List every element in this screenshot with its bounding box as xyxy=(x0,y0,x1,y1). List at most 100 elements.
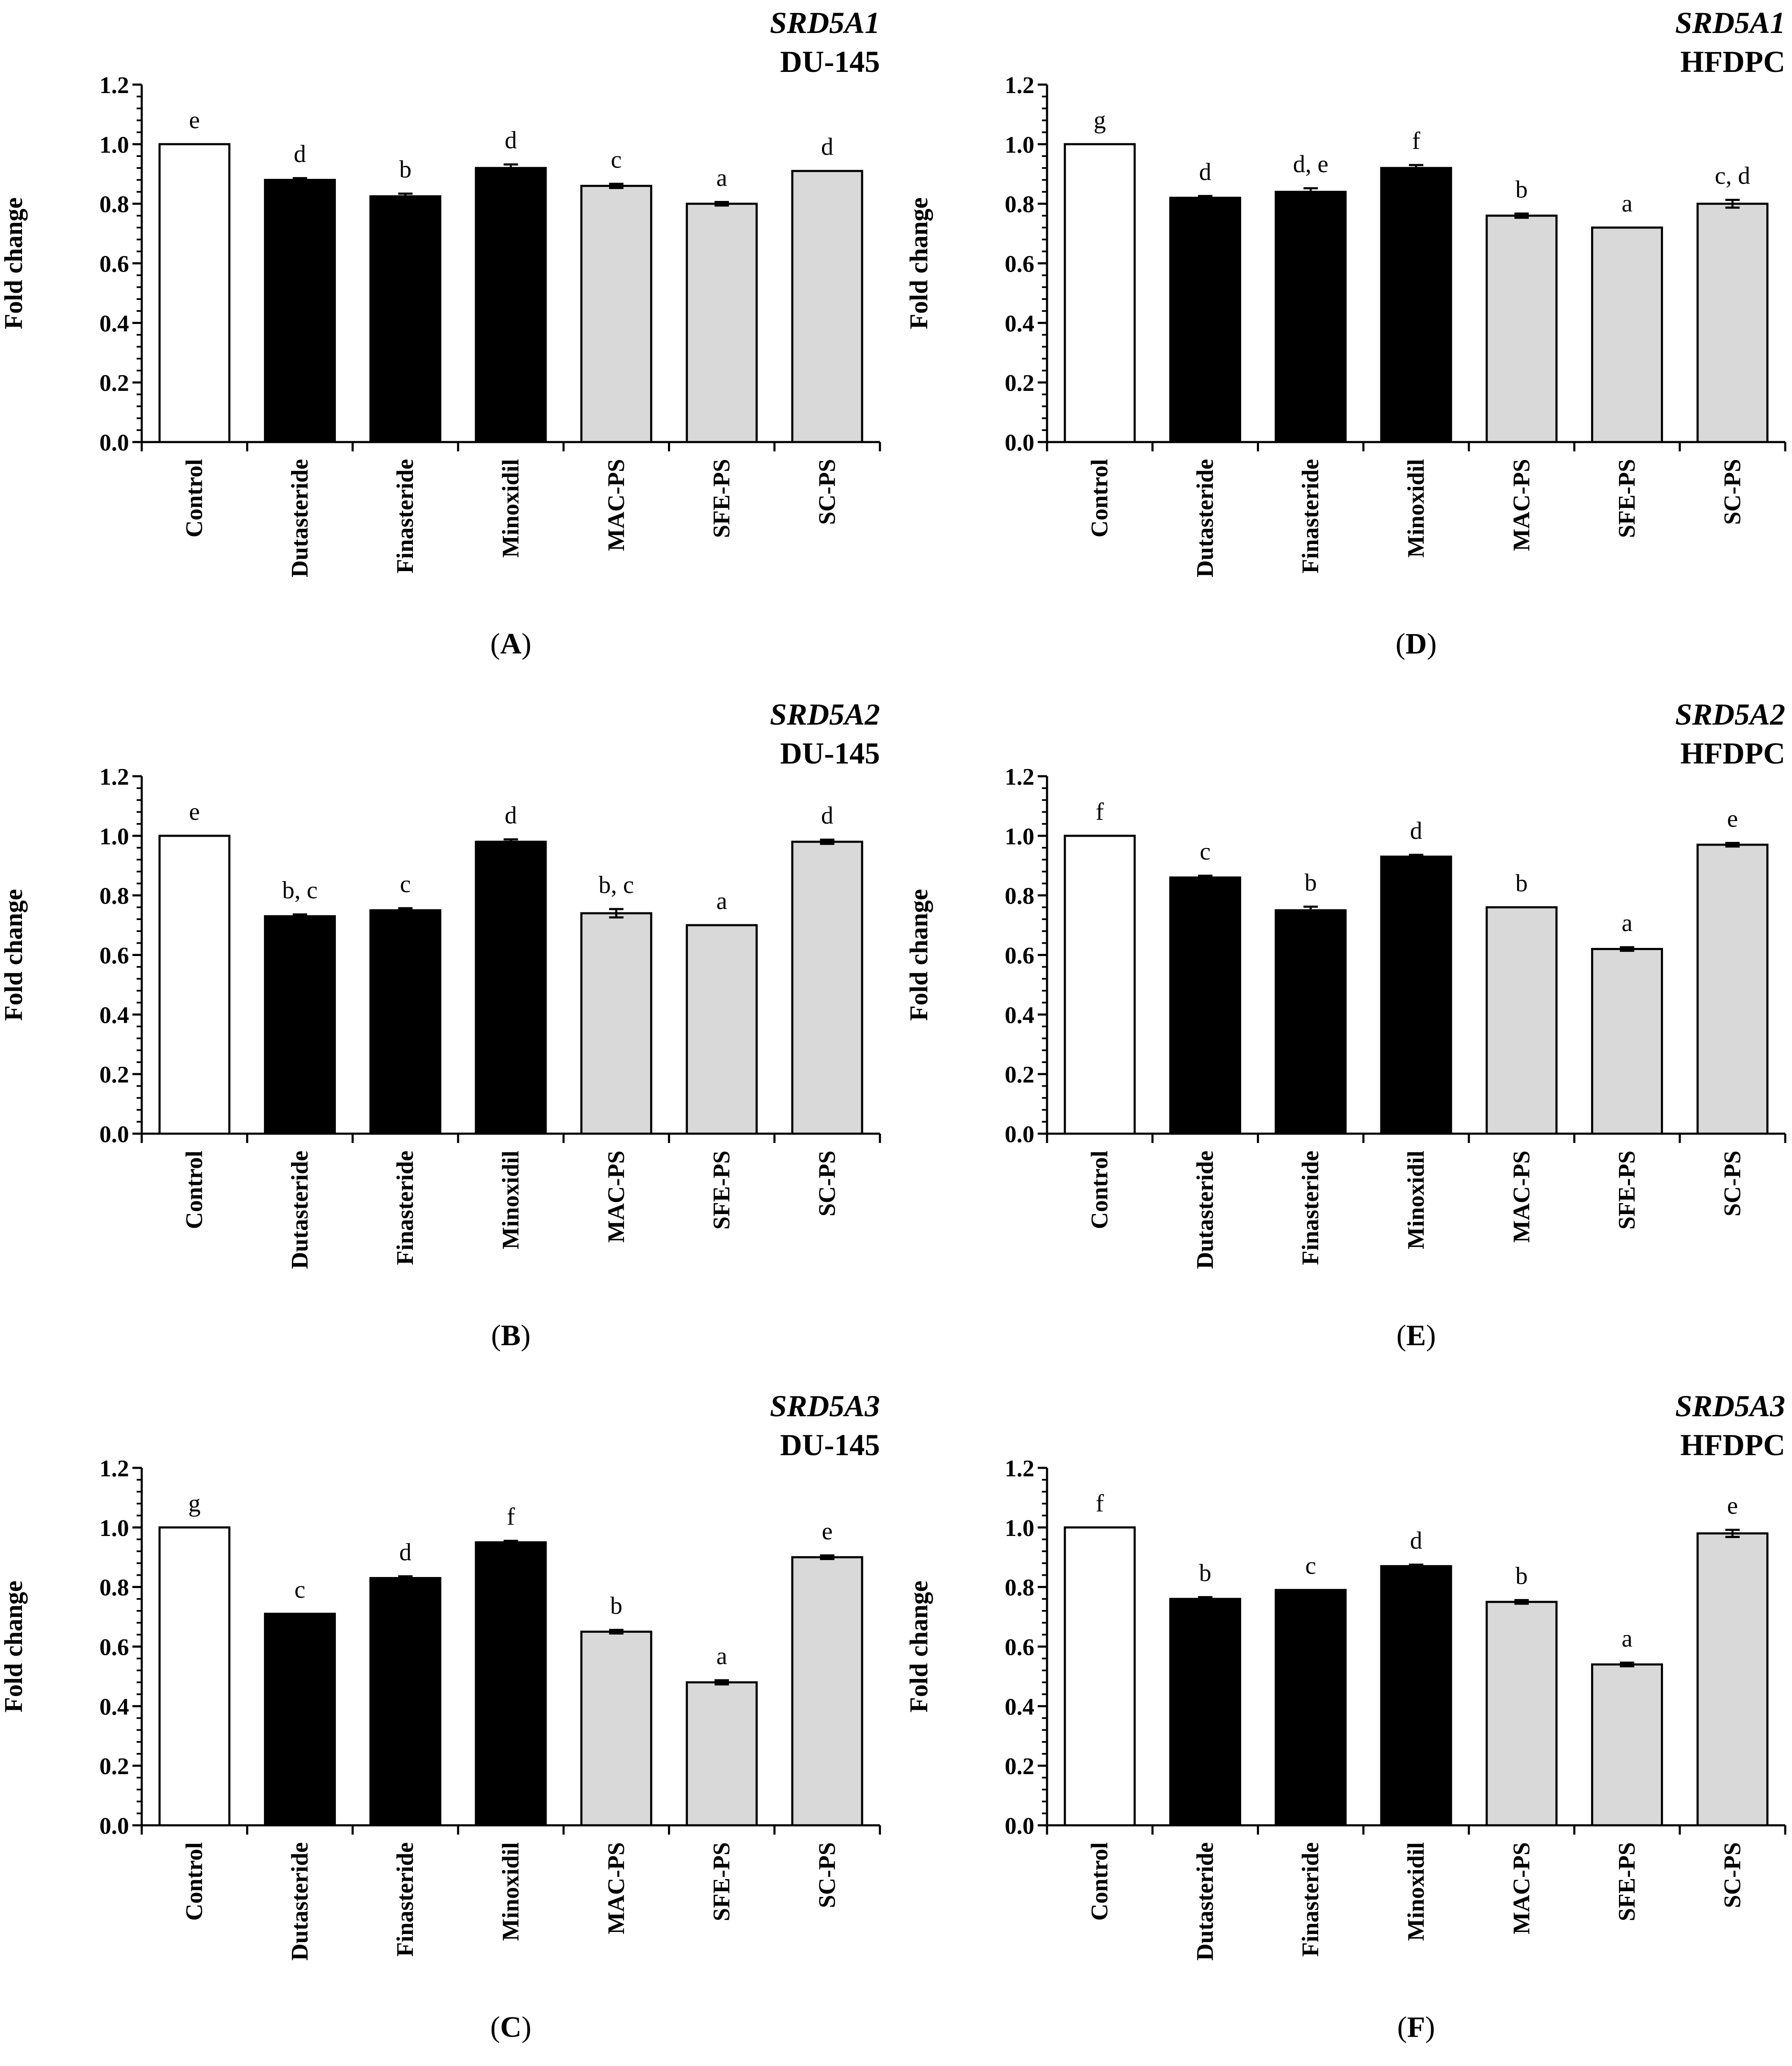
y-tick-label: 0.6 xyxy=(1005,943,1034,969)
gene-title: SRD5A2 xyxy=(1675,698,1785,731)
significance-letter: b xyxy=(399,156,412,183)
significance-letter: b xyxy=(610,1592,622,1619)
x-tick-label: Control xyxy=(1087,1151,1113,1229)
y-tick-label: 0.8 xyxy=(99,1575,129,1601)
panel-d: SRD5A1 HFDPC Fold change 0.0 0.2 0.4 0.6 0.8 1.0… xyxy=(905,6,1787,660)
panel-label: (C) xyxy=(490,2011,531,2044)
x-tick-label: Control xyxy=(1087,459,1113,538)
significance-letter: f xyxy=(507,1503,515,1530)
panel-e: SRD5A2 HFDPC Fold change 0.0 0.2 0.4 0.6 0.8 1.0… xyxy=(905,698,1787,1352)
bar-sc-ps xyxy=(1696,1532,1769,1827)
y-tick-label: 0.2 xyxy=(1005,370,1034,396)
x-tick-label: SFE-PS xyxy=(709,1842,735,1921)
y-tick-label: 0.8 xyxy=(1005,1575,1034,1601)
bar-dutasteride xyxy=(1169,1598,1241,1827)
panel-label: (B) xyxy=(491,1319,530,1352)
x-tick-label: SFE-PS xyxy=(1614,1151,1640,1230)
panel-label: (D) xyxy=(1396,628,1437,660)
bar-minoxidil xyxy=(1380,1565,1452,1827)
y-axis-label: Fold change xyxy=(905,198,933,330)
significance-letter: b xyxy=(1199,1559,1211,1587)
panel-b: SRD5A2 DU-145 Fold change 0.0 0.2 0.4 0.6 0.8 1.… xyxy=(0,698,881,1352)
significance-letter: e xyxy=(189,106,200,134)
y-axis-label: Fold change xyxy=(905,889,933,1021)
bar-sfe-ps xyxy=(1591,948,1663,1135)
x-tick-label: MAC-PS xyxy=(1509,1842,1535,1934)
x-tick-label: MAC-PS xyxy=(603,1842,629,1934)
y-tick-label: 0.0 xyxy=(99,1121,129,1148)
y-tick-label: 0.6 xyxy=(99,1635,129,1661)
cell-line-title: DU-145 xyxy=(780,736,880,770)
y-tick-label: 1.0 xyxy=(1005,132,1034,158)
x-tick-label: Control xyxy=(181,459,208,538)
bar-sfe-ps xyxy=(686,1681,758,1827)
bar-sc-ps xyxy=(791,841,863,1135)
bar-finasteride xyxy=(1275,909,1347,1135)
bar-mac-ps xyxy=(580,184,652,443)
bar-sc-ps xyxy=(1696,203,1769,443)
significance-letter: c xyxy=(294,1576,305,1603)
x-tick-label: SC-PS xyxy=(1719,1842,1745,1908)
significance-letter: d xyxy=(1410,817,1422,844)
cell-line-title: DU-145 xyxy=(780,45,880,79)
significance-letter: a xyxy=(716,887,727,915)
x-tick-label: SC-PS xyxy=(1719,1151,1745,1217)
y-tick-label: 1.0 xyxy=(1005,1515,1034,1541)
y-tick-label: 0.0 xyxy=(99,1813,129,1839)
significance-letter: c xyxy=(400,870,411,898)
significance-letter: d xyxy=(505,126,517,154)
cell-line-title: DU-145 xyxy=(780,1428,880,1462)
significance-letter: a xyxy=(716,164,727,191)
x-tick-label: MAC-PS xyxy=(1509,1151,1535,1243)
significance-letter: e xyxy=(822,1517,833,1545)
x-tick-label: Dutasteride xyxy=(287,1842,313,1961)
bar-sc-ps xyxy=(1696,843,1769,1135)
x-tick-label: Dutasteride xyxy=(287,1151,313,1269)
x-tick-label: SFE-PS xyxy=(709,1151,735,1230)
significance-letter: d xyxy=(1410,1527,1422,1554)
x-tick-label: Dutasteride xyxy=(1192,1151,1218,1269)
y-tick-label: 0.4 xyxy=(1005,1002,1034,1028)
bar-sc-ps xyxy=(791,1556,863,1827)
y-tick-label: 0.8 xyxy=(99,192,129,218)
x-tick-label: Finasteride xyxy=(392,1842,418,1957)
x-tick-label: Finasteride xyxy=(392,459,418,574)
y-tick-label: 0.8 xyxy=(99,883,129,909)
bar-sfe-ps xyxy=(686,203,758,443)
y-tick-label: 0.0 xyxy=(1005,430,1034,456)
significance-letter: b xyxy=(1305,868,1317,896)
y-tick-label: 0.4 xyxy=(99,1002,129,1028)
significance-letter: a xyxy=(716,1642,727,1670)
bar-minoxidil xyxy=(475,841,547,1135)
x-tick-label: MAC-PS xyxy=(603,459,629,551)
cell-line-title: HFDPC xyxy=(1680,1428,1785,1462)
cell-line-title: HFDPC xyxy=(1680,736,1785,770)
x-tick-label: SC-PS xyxy=(814,1842,840,1908)
significance-letter: f xyxy=(1412,127,1421,154)
significance-letter: f xyxy=(1096,1489,1104,1517)
y-tick-label: 1.2 xyxy=(99,72,129,99)
y-tick-label: 0.8 xyxy=(1005,883,1034,909)
x-tick-label: Control xyxy=(181,1151,208,1229)
x-tick-label: Minoxidil xyxy=(1403,1151,1429,1249)
significance-letter: e xyxy=(189,798,200,825)
significance-letter: d xyxy=(821,133,833,160)
y-tick-label: 1.0 xyxy=(99,1515,129,1541)
bar-control xyxy=(158,835,231,1135)
x-tick-label: SFE-PS xyxy=(1614,459,1640,538)
bar-mac-ps xyxy=(1485,1601,1558,1827)
significance-letter: b xyxy=(1515,1562,1528,1590)
y-tick-label: 1.0 xyxy=(99,824,129,850)
x-tick-label: Minoxidil xyxy=(1403,1842,1429,1941)
significance-letter: c xyxy=(1305,1552,1316,1580)
x-tick-label: Dutasteride xyxy=(1192,1842,1218,1961)
y-tick-label: 0.0 xyxy=(1005,1813,1034,1839)
bar-mac-ps xyxy=(1485,214,1558,443)
y-tick-label: 0.6 xyxy=(1005,251,1034,277)
panel-a: SRD5A1 DU-145 Fold change 0.0 0.2 0.4 0.6 0.8 1.… xyxy=(0,6,881,660)
y-tick-label: 0.0 xyxy=(1005,1121,1034,1148)
significance-letter: f xyxy=(1096,798,1104,825)
significance-letter: c xyxy=(611,146,622,173)
y-tick-label: 0.4 xyxy=(1005,1694,1034,1720)
